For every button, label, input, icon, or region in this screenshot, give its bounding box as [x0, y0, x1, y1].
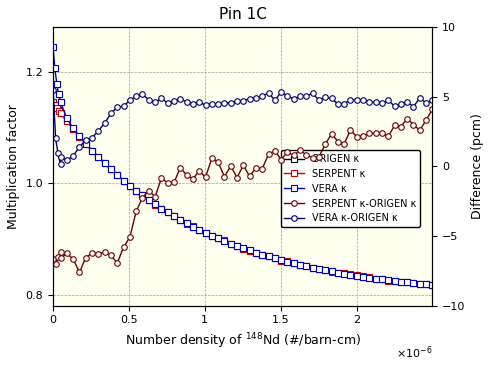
- SERPENT κ-ORIGEN κ: [297, 148, 303, 152]
- Y-axis label: Multiplication factor: Multiplication factor: [7, 104, 20, 229]
- VERA κ-ORIGEN κ: [291, 97, 297, 101]
- SERPENT κ: [146, 198, 152, 203]
- SERPENT κ: [430, 283, 436, 287]
- ORIGEN κ: [234, 244, 240, 248]
- Line: VERA κ: VERA κ: [50, 44, 435, 288]
- VERA κ-ORIGEN κ: [297, 94, 303, 99]
- ORIGEN κ: [430, 283, 436, 287]
- Line: VERA κ-ORIGEN κ: VERA κ-ORIGEN κ: [51, 87, 435, 167]
- ORIGEN κ: [417, 282, 423, 286]
- ORIGEN κ: [121, 178, 127, 183]
- SERPENT κ: [234, 244, 240, 248]
- Text: $\times10^{-6}$: $\times10^{-6}$: [396, 345, 433, 361]
- SERPENT κ-ORIGEN κ: [77, 270, 82, 275]
- VERA κ-ORIGEN κ: [430, 98, 436, 102]
- VERA κ-ORIGEN κ: [57, 162, 63, 167]
- SERPENT κ-ORIGEN κ: [259, 166, 265, 171]
- SERPENT κ-ORIGEN κ: [50, 257, 56, 262]
- VERA κ: [234, 244, 240, 248]
- VERA κ-ORIGEN κ: [203, 103, 209, 108]
- SERPENT κ-ORIGEN κ: [89, 251, 95, 255]
- Legend: ORIGEN κ, SERPENT κ, VERA κ, SERPENT κ-ORIGEN κ, VERA κ-ORIGEN κ: ORIGEN κ, SERPENT κ, VERA κ, SERPENT κ-O…: [280, 150, 420, 227]
- VERA κ-ORIGEN κ: [89, 135, 95, 140]
- ORIGEN κ: [196, 228, 202, 232]
- SERPENT κ: [50, 100, 56, 104]
- SERPENT κ: [196, 228, 202, 232]
- X-axis label: Number density of $^{148}$Nd (#/barn-cm): Number density of $^{148}$Nd (#/barn-cm): [125, 331, 361, 351]
- VERA κ: [373, 276, 379, 281]
- SERPENT κ-ORIGEN κ: [291, 153, 297, 158]
- Title: Pin 1C: Pin 1C: [219, 7, 267, 22]
- VERA κ-ORIGEN κ: [234, 99, 240, 103]
- ORIGEN κ: [146, 198, 152, 202]
- VERA κ: [430, 283, 436, 287]
- Line: SERPENT κ: SERPENT κ: [50, 99, 435, 288]
- SERPENT κ-ORIGEN κ: [203, 175, 209, 179]
- VERA κ: [146, 198, 152, 202]
- SERPENT κ-ORIGEN κ: [430, 107, 436, 112]
- VERA κ-ORIGEN κ: [259, 94, 265, 99]
- SERPENT κ-ORIGEN κ: [234, 175, 240, 180]
- VERA κ: [196, 228, 202, 232]
- SERPENT κ: [121, 179, 127, 183]
- VERA κ: [121, 178, 127, 183]
- SERPENT κ: [417, 282, 423, 286]
- Line: ORIGEN κ: ORIGEN κ: [50, 100, 435, 288]
- Line: SERPENT κ-ORIGEN κ: SERPENT κ-ORIGEN κ: [51, 107, 435, 275]
- VERA κ: [417, 282, 423, 286]
- Y-axis label: Difference (pcm): Difference (pcm): [471, 114, 484, 220]
- VERA κ: [50, 45, 56, 49]
- ORIGEN κ: [50, 100, 56, 105]
- SERPENT κ: [373, 277, 379, 281]
- VERA κ-ORIGEN κ: [50, 87, 56, 92]
- ORIGEN κ: [373, 276, 379, 281]
